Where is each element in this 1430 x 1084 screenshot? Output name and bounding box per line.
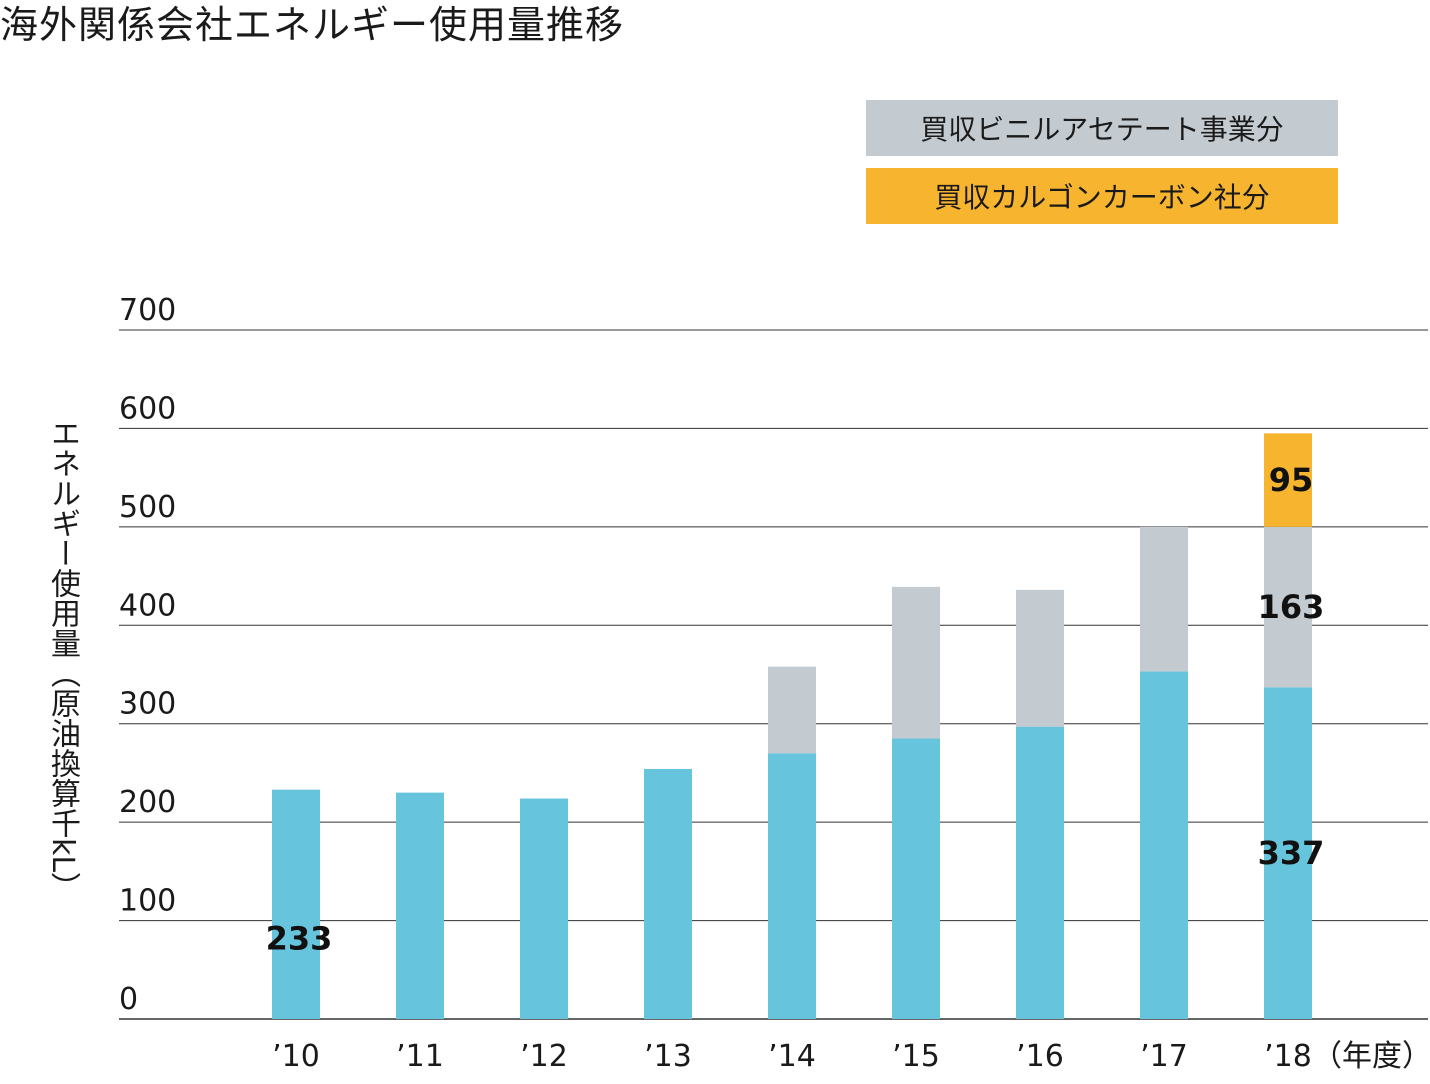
x-tick-label: ’16 [1016, 1039, 1064, 1074]
y-tick-label: 400 [119, 588, 176, 623]
y-tick-labels: 0 100 200 300 400 500 600 700 [119, 293, 176, 1017]
data-labels: 233 337 163 95 [266, 461, 1325, 958]
bar-base-0 [272, 789, 320, 1019]
data-label: 163 [1258, 588, 1325, 626]
bar-vinyl-acetate-5 [892, 586, 940, 739]
x-tick-label: ’17 [1140, 1039, 1188, 1074]
bar-base-8 [1264, 687, 1312, 1019]
data-label: 233 [266, 920, 333, 958]
y-tick-label: 600 [119, 391, 176, 426]
bar-base-1 [396, 792, 444, 1019]
bar-vinyl-acetate-7 [1140, 526, 1188, 672]
y-tick-label: 200 [119, 785, 176, 820]
x-tick-label: ’15 [892, 1039, 940, 1074]
x-tick-label: ’11 [396, 1039, 444, 1074]
legend-item-calgon-carbon: 買収カルゴンカーボン社分 [866, 168, 1338, 224]
y-tick-label: 500 [119, 490, 176, 525]
legend-label-vinyl-acetate: 買収ビニルアセテート事業分 [920, 113, 1284, 146]
y-tick-label: 700 [119, 293, 176, 328]
bar-vinyl-acetate-4 [768, 666, 816, 754]
x-tick-label: ’12 [520, 1039, 568, 1074]
bars [272, 433, 1312, 1019]
y-tick-label: 100 [119, 884, 176, 919]
bar-vinyl-acetate-6 [1016, 589, 1064, 727]
x-tick-label: ’18 [1264, 1039, 1312, 1074]
y-tick-label: 0 [119, 982, 138, 1017]
y-axis-label: エネルギー使用量（原油換算千kL） [45, 418, 80, 903]
y-tick-label: 300 [119, 687, 176, 722]
bar-calgon-carbon-8 [1264, 433, 1312, 527]
bar-base-6 [1016, 726, 1064, 1019]
bar-base-4 [768, 753, 816, 1019]
bar-vinyl-acetate-8 [1264, 526, 1312, 688]
bar-base-2 [520, 798, 568, 1019]
x-tick-label: ’13 [644, 1039, 692, 1074]
data-label: 95 [1269, 461, 1314, 499]
x-tick-labels: ’10 ’11 ’12 ’13 ’14 ’15 ’16 ’17 ’18 [272, 1039, 1312, 1074]
bar-base-5 [892, 738, 940, 1019]
legend-item-vinyl-acetate: 買収ビニルアセテート事業分 [866, 100, 1338, 156]
legend-label-calgon-carbon: 買収カルゴンカーボン社分 [934, 181, 1270, 214]
bar-base-3 [644, 768, 692, 1019]
x-axis-unit: （年度） [1312, 1039, 1430, 1074]
chart-title: 海外関係会社エネルギー使用量推移 [0, 3, 625, 47]
x-tick-label: ’14 [768, 1039, 816, 1074]
x-tick-label: ’10 [272, 1039, 320, 1074]
bar-base-7 [1140, 671, 1188, 1019]
data-label: 337 [1258, 834, 1325, 872]
